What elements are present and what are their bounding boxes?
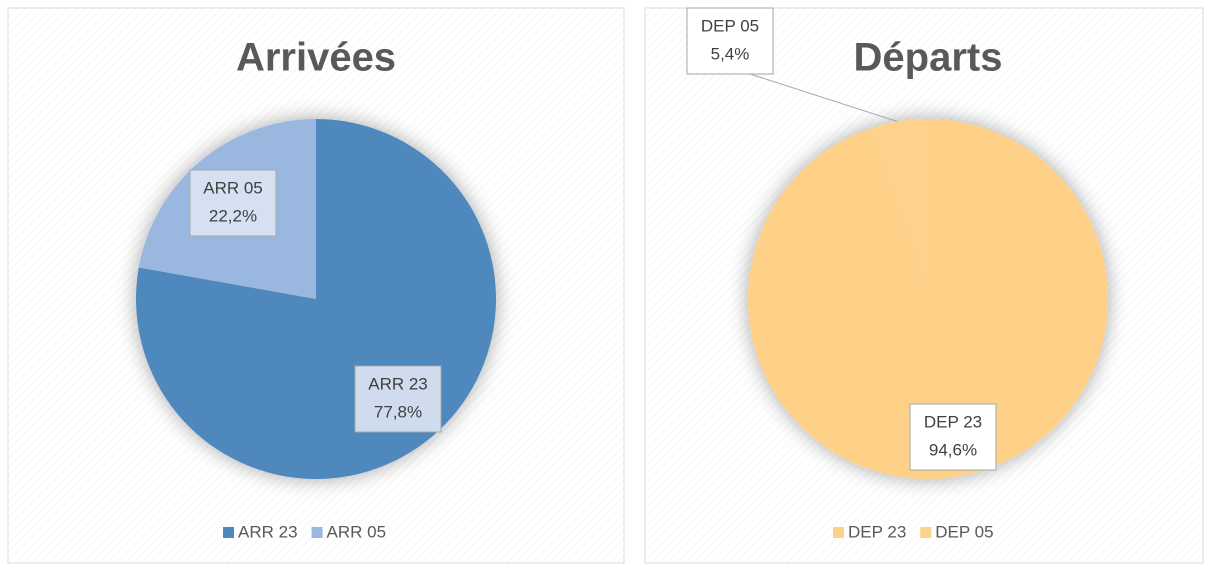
legend-label: ARR 05 bbox=[327, 522, 387, 541]
legend-label: DEP 05 bbox=[935, 522, 993, 541]
data-label-name: DEP 23 bbox=[924, 412, 982, 431]
data-label-name: DEP 05 bbox=[701, 16, 759, 35]
legend-swatch bbox=[920, 527, 932, 538]
leader-line bbox=[749, 73, 898, 123]
data-label-value: 77,8% bbox=[374, 402, 422, 421]
chart-title: Arrivées bbox=[236, 36, 396, 80]
data-label-value: 94,6% bbox=[929, 440, 977, 459]
legend-label: ARR 23 bbox=[238, 522, 298, 541]
legend-label: DEP 23 bbox=[848, 522, 906, 541]
data-label-name: ARR 05 bbox=[203, 178, 263, 197]
data-label-value: 5,4% bbox=[711, 44, 750, 63]
pie-slice bbox=[868, 119, 928, 299]
legend-swatch bbox=[833, 527, 844, 538]
pie bbox=[748, 119, 1108, 479]
legend-swatch bbox=[223, 527, 234, 538]
data-label-box bbox=[909, 403, 997, 471]
data-label-box bbox=[686, 7, 774, 75]
chart-title: Départs bbox=[854, 36, 1003, 80]
data-label-value: 22,2% bbox=[209, 206, 257, 225]
data-label-box bbox=[354, 365, 442, 433]
data-label-name: ARR 23 bbox=[368, 374, 428, 393]
data-label-box bbox=[189, 169, 277, 237]
legend-swatch bbox=[311, 527, 323, 538]
